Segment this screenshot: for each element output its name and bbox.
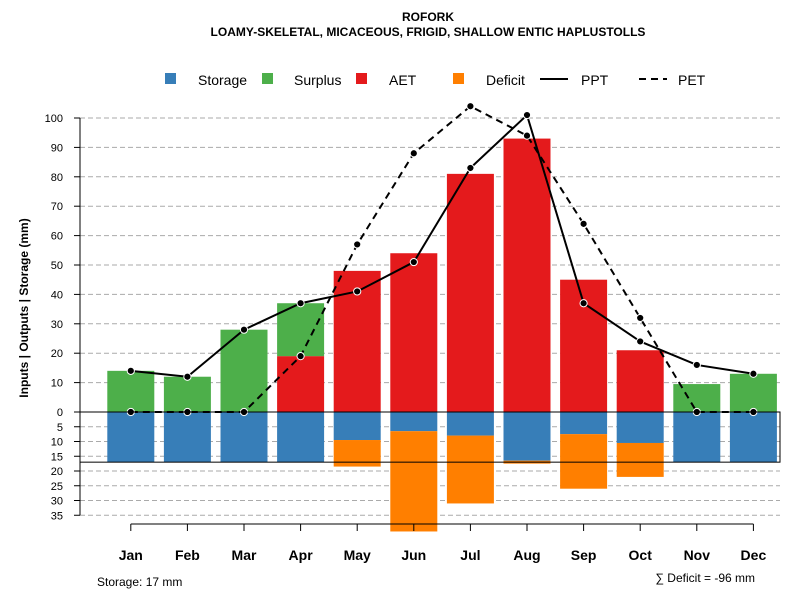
pet-line-point [296,352,305,361]
pet-line [130,105,754,413]
storage-bar [673,412,721,463]
storage-bar [616,412,664,443]
ppt-line-point [239,325,249,334]
deficit-bar [446,435,494,504]
surplus-bar [220,329,268,412]
y-tick-label: 25 [51,481,63,493]
surplus-bar [277,303,325,357]
ppt-line-point [466,163,475,173]
y-tick-label: 80 [51,172,63,184]
deficit-bar [616,442,664,477]
ppt-line-point [353,287,362,296]
deficit-footer: ∑ Deficit = -96 mm [655,571,755,585]
deficit-bar [560,434,608,489]
storage-bar [390,412,438,432]
legend-surplus-label: Surplus [294,72,341,88]
y-tick-label: 30 [51,496,63,508]
chart-subtitle: LOAMY-SKELETAL, MICACEOUS, FRIGID, SHALL… [211,25,646,39]
y-tick-label: 70 [51,201,63,213]
x-tick-label: Nov [684,547,711,563]
aet-bar [503,138,551,412]
x-tick-label: Jun [401,547,426,563]
storage-bar [220,412,268,463]
x-tick-label: Sep [571,547,597,563]
series-lines [126,102,758,417]
ppt-line-point [692,360,701,370]
x-tick-label: Dec [741,547,767,563]
legend: Storage Surplus AET Deficit PPT PET [165,72,706,88]
y-tick-label: 60 [51,231,63,243]
storage-bar [560,412,608,435]
storage-bar [107,412,155,463]
y-tick-label: 90 [51,142,63,154]
pet-line-point [466,102,475,111]
x-tick-label: Jul [460,547,480,563]
axes: 0 10 20 30 40 50 60 70 80 90 100 5 10 15 20 25 30 35 Jan Fe… [45,113,781,563]
surplus-bar [107,370,155,412]
y-tick-label: 10 [51,378,63,390]
legend-surplus-swatch [262,73,273,84]
legend-deficit-label: Deficit [486,72,525,88]
legend-aet-swatch [356,73,367,84]
legend-ppt-label: PPT [581,72,609,88]
y-tick-label: 30 [51,319,63,331]
storage-bar [503,412,551,461]
x-tick-label: May [344,547,371,563]
x-tick-label: Oct [629,547,653,563]
y-tick-label: 35 [51,510,63,522]
legend-deficit-swatch [453,73,464,84]
ppt-line [130,113,754,378]
storage-bar [446,412,494,436]
ppt-line-point [126,366,135,375]
y-tick-label: 0 [57,407,63,419]
y-tick-label: 5 [57,422,63,434]
pet-line-point [409,149,418,158]
legend-storage-label: Storage [198,72,247,88]
ppt-line-point [296,299,305,308]
storage-footer: Storage: 17 mm [97,575,182,589]
pet-line-point [579,219,588,228]
ppt-line-point [522,110,532,120]
y-tick-label: 20 [51,466,63,478]
storage-bar [333,412,381,441]
pet-line-point [353,240,362,249]
ppt-line-point [579,299,588,308]
surplus-bar [729,373,777,412]
ppt-line-point [409,257,418,267]
y-tick-label: 40 [51,289,63,301]
legend-pet-label: PET [678,72,706,88]
deficit-bar [390,431,438,532]
x-tick-label: Feb [175,547,200,563]
x-tick-label: Mar [232,547,257,563]
ppt-line-point [749,369,758,378]
aet-bar [277,356,325,412]
bars [107,138,777,532]
y-tick-label: 100 [45,113,63,125]
pet-line-point [522,131,532,140]
legend-storage-swatch [165,73,176,84]
aet-bar [616,350,664,412]
y-tick-label: 10 [51,437,63,449]
y-axis-label: Inputs | Outputs | Storage (mm) [17,218,31,397]
y-tick-label: 20 [51,348,63,360]
surplus-bar [673,384,721,412]
pet-line-point [636,313,645,323]
ppt-line-point [636,337,645,346]
aet-bar [446,173,494,412]
storage-bar [277,412,325,463]
aet-bar [390,253,438,412]
x-tick-label: Aug [513,547,540,563]
chart-title: ROFORK [402,10,454,24]
y-tick-label: 50 [51,260,63,272]
storage-bar [729,412,777,463]
legend-aet-label: AET [389,72,417,88]
storage-bar [163,412,211,463]
y-tick-label: 15 [51,451,63,463]
ppt-line-point [183,372,192,381]
surplus-bar [163,376,211,412]
x-tick-label: Apr [289,547,314,563]
x-tick-label: Jan [119,547,143,563]
